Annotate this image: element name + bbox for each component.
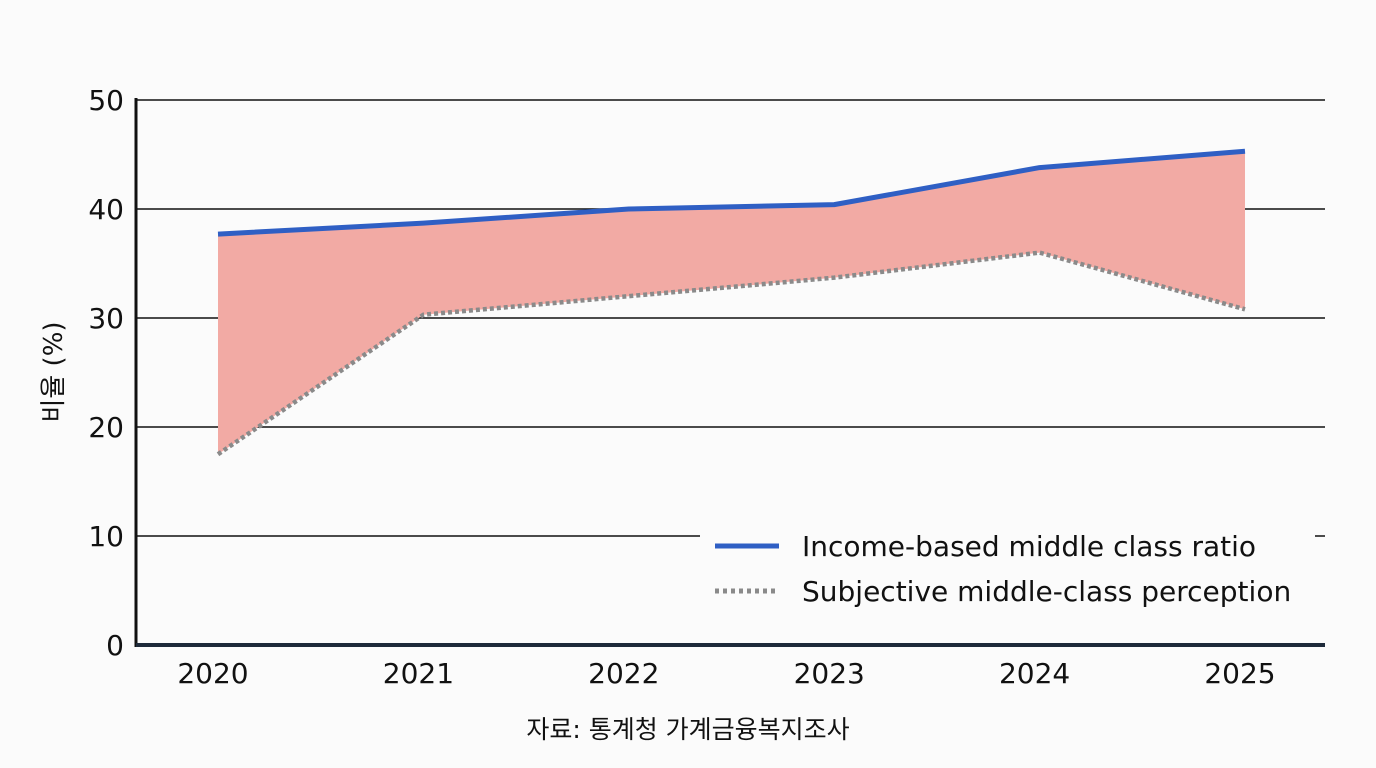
legend-background [700,520,1315,620]
axes [134,98,1325,647]
x-tick-label-2023: 2023 [794,657,865,690]
x-tick-label-2024: 2024 [999,657,1070,690]
legend-label-subjective: Subjective middle-class perception [802,575,1291,608]
x-tick-label-2020: 2020 [177,657,248,690]
legend: Income-based middle class ratio Subjecti… [700,520,1315,620]
series-line-1 [216,250,1246,457]
y-tick-label-50: 50 [88,84,124,117]
x-tick-label-2021: 2021 [383,657,454,690]
source-note: 자료: 통계청 가계금융복지조사 [526,715,849,744]
area-between-series [218,151,1245,455]
fill-between-area [218,151,1245,455]
y-tick-labels: 0 10 20 30 40 50 [88,84,124,662]
legend-label-income: Income-based middle class ratio [802,530,1256,563]
y-tick-label-40: 40 [88,193,124,226]
x-tick-label-2025: 2025 [1204,657,1275,690]
series-lines [216,148,1246,457]
y-tick-label-30: 30 [88,302,124,335]
y-tick-label-0: 0 [106,629,124,662]
x-tick-label-2022: 2022 [588,657,659,690]
y-tick-label-10: 10 [88,520,124,553]
y-axis-label: 비율 (%) [39,321,69,422]
y-tick-label-20: 20 [88,411,124,444]
x-tick-labels: 2020 2021 2022 2023 2024 2025 [177,657,1275,690]
series-line-0 [217,148,1246,237]
